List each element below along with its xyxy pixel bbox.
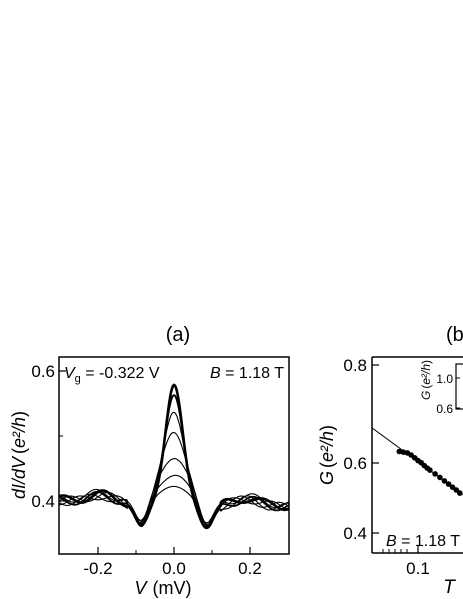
panel-a-curve-3 <box>58 411 290 528</box>
panel-b-ytick-label: 0.6 <box>343 454 367 473</box>
panel-b: (b 0.8 0.6 0.4 0.1 T G(e²/h) B = 1.18 T … <box>317 324 463 598</box>
panel-a-ytick-label: 0.4 <box>31 492 55 511</box>
panel-b-point <box>441 478 448 484</box>
panel-b-point <box>427 467 433 473</box>
panel-b-inset: 1.0 0.6 G(e²/h) <box>419 360 463 416</box>
panel-a-curves <box>58 383 290 530</box>
panel-b-inset-ytick-label: 0.6 <box>436 402 453 416</box>
panel-b-xlabel: T <box>443 577 456 598</box>
panel-a-curve-2 <box>58 394 290 529</box>
panel-a-ytick-label: 0.6 <box>31 362 55 381</box>
panel-a-label: (a) <box>166 324 190 346</box>
panel-a-xlabel: V (mV) <box>134 578 191 598</box>
panel-b-field: B = 1.18 T <box>386 533 460 550</box>
panel-b-inset-ylabel: G(e²/h) <box>419 360 433 400</box>
panel-b-point <box>432 471 438 477</box>
panel-b-ylabel: G(e²/h) <box>317 425 337 485</box>
panel-a-curve-5 <box>58 458 290 526</box>
panel-b-ytick-label: 0.8 <box>343 356 367 375</box>
panel-a-ylabel: dI/dV(e²/h) <box>9 411 29 499</box>
panel-a-xtick-label: 0.0 <box>162 559 186 578</box>
panel-a-gate-voltage: Vg = -0.322 V <box>64 365 160 385</box>
panel-b-point <box>396 448 403 455</box>
panel-a-curve-4 <box>59 431 290 527</box>
panel-b-point <box>445 481 452 487</box>
panel-a: (a) 0.6 0.4 -0.2 0.0 0.2 V (mV) dI/dV(e²/… <box>9 324 290 598</box>
panel-a-xtick-label: 0.2 <box>238 559 262 578</box>
panel-b-ytick-label: 0.4 <box>343 524 367 543</box>
panel-b-xtick-label: 0.1 <box>406 559 430 578</box>
panel-b-label: (b <box>446 324 463 346</box>
panel-b-point <box>437 474 443 481</box>
panel-b-data <box>371 427 463 496</box>
panel-a-curve-7 <box>58 485 290 524</box>
panel-a-field: B = 1.18 T <box>210 365 284 382</box>
panel-a-xtick-label: -0.2 <box>83 559 112 578</box>
panel-a-curve-1 <box>58 383 290 530</box>
panel-a-curve-6 <box>58 474 290 525</box>
panel-b-point <box>457 490 463 496</box>
panel-b-inset-ytick-label: 1.0 <box>436 372 453 386</box>
panel-b-inset-frame <box>455 363 463 410</box>
